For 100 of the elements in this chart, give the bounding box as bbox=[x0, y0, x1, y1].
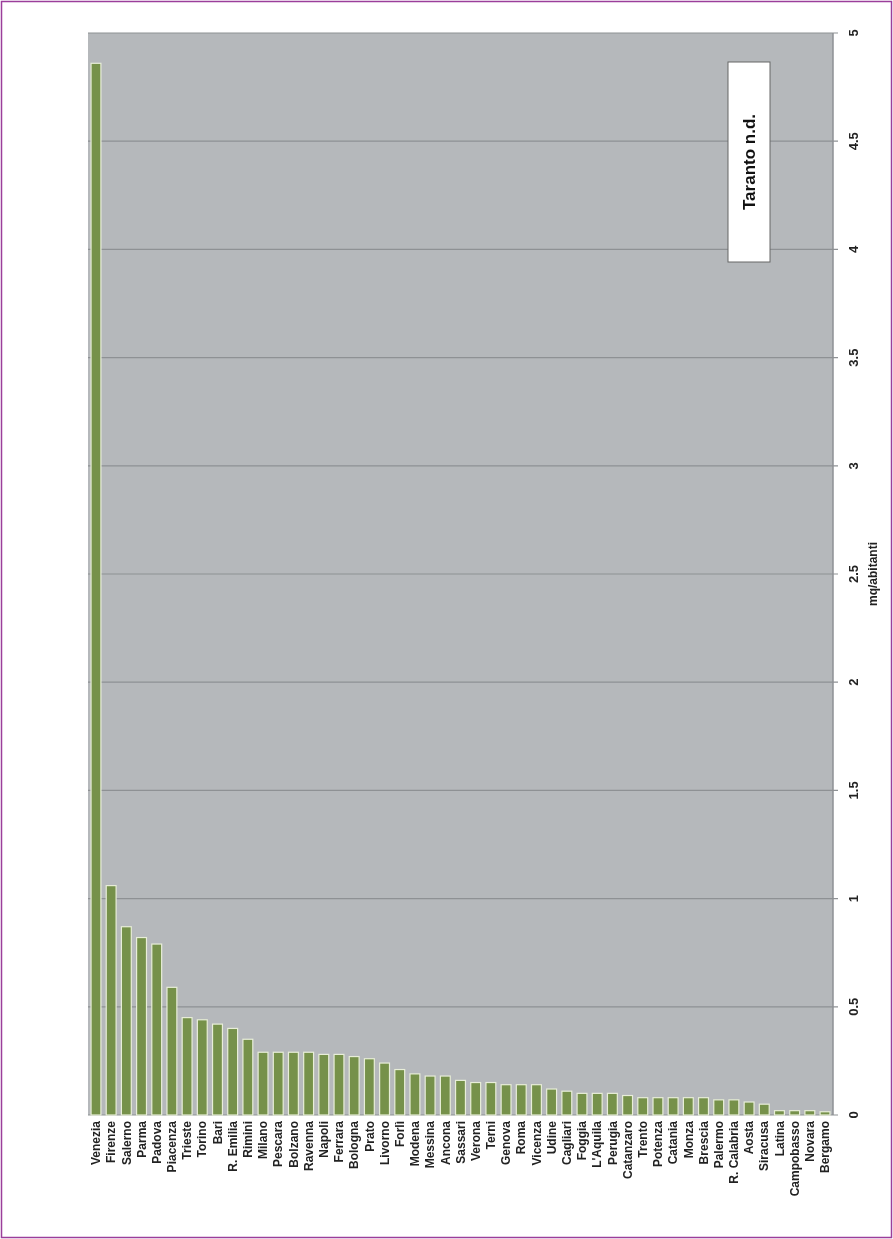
bar bbox=[804, 1110, 816, 1116]
y-tick-label: 0.5 bbox=[845, 997, 861, 1016]
x-tick-label: Bolzano bbox=[286, 1121, 301, 1168]
x-tick-label: Trento bbox=[635, 1121, 650, 1158]
x-tick-label: Napoli bbox=[317, 1121, 331, 1158]
bar bbox=[470, 1081, 482, 1116]
bar bbox=[546, 1088, 558, 1116]
x-tick-label: Vicenza bbox=[529, 1120, 544, 1166]
bar bbox=[743, 1101, 755, 1116]
bar bbox=[227, 1027, 239, 1116]
y-tick-label: 4.5 bbox=[845, 132, 861, 151]
x-tick-label: R. Calabria bbox=[727, 1120, 742, 1184]
bar bbox=[303, 1051, 315, 1116]
x-tick-label: Sassari bbox=[453, 1121, 468, 1164]
x-tick-label: Prato bbox=[362, 1121, 377, 1152]
x-tick-label: Venezia bbox=[89, 1120, 104, 1166]
x-tick-label: L'Aquila bbox=[590, 1120, 605, 1168]
x-tick-label: Modena bbox=[408, 1120, 423, 1167]
x-tick-label: Monza bbox=[681, 1120, 696, 1159]
bar bbox=[500, 1084, 512, 1116]
y-tick-label: 2 bbox=[845, 678, 861, 686]
x-tick-label: Udine bbox=[544, 1120, 559, 1155]
bar bbox=[728, 1099, 740, 1116]
bar bbox=[409, 1073, 421, 1116]
x-tick-label: Terni bbox=[484, 1121, 499, 1150]
bar bbox=[713, 1099, 725, 1116]
bar bbox=[424, 1075, 436, 1116]
x-tick-label: Parma bbox=[134, 1120, 149, 1158]
bar bbox=[379, 1062, 391, 1116]
bar bbox=[758, 1103, 770, 1116]
bar bbox=[667, 1097, 679, 1116]
x-tick-label: Bari bbox=[210, 1121, 225, 1145]
x-tick-label: Novara bbox=[803, 1120, 818, 1162]
x-tick-label: Padova bbox=[149, 1120, 164, 1164]
x-tick-label: Campobasso bbox=[787, 1121, 802, 1197]
bar bbox=[819, 1111, 831, 1116]
x-tick-label: Ancona bbox=[438, 1120, 453, 1166]
x-tick-label: Firenze bbox=[104, 1120, 119, 1164]
x-tick-label: Rimini bbox=[241, 1121, 256, 1158]
y-tick-label: 2.5 bbox=[845, 564, 861, 584]
bar bbox=[454, 1079, 467, 1116]
x-tick-label: Piacenza bbox=[165, 1120, 180, 1173]
x-tick-label: Palermo bbox=[711, 1121, 726, 1169]
bar bbox=[591, 1092, 603, 1116]
bar bbox=[439, 1075, 451, 1116]
bar bbox=[90, 62, 102, 1116]
y-tick-label: 1.5 bbox=[845, 781, 861, 800]
bar bbox=[606, 1092, 618, 1116]
bar bbox=[637, 1097, 649, 1116]
x-tick-label: Milano bbox=[256, 1121, 271, 1159]
bar bbox=[530, 1084, 542, 1116]
bar bbox=[515, 1084, 527, 1116]
x-tick-label: Siracusa bbox=[757, 1120, 772, 1172]
x-tick-label: Brescia bbox=[696, 1120, 711, 1165]
bar bbox=[333, 1053, 345, 1116]
x-tick-label: Torino bbox=[195, 1121, 210, 1158]
bar bbox=[318, 1053, 330, 1116]
bar bbox=[196, 1019, 208, 1116]
bar bbox=[181, 1017, 193, 1116]
x-tick-label: Pescara bbox=[271, 1120, 286, 1168]
x-tick-label: Bologna bbox=[347, 1120, 362, 1169]
bar bbox=[622, 1094, 634, 1116]
y-tick-label: 5 bbox=[845, 29, 861, 37]
bar bbox=[136, 936, 148, 1116]
x-tick-label: Latina bbox=[772, 1120, 787, 1157]
bar bbox=[789, 1110, 801, 1116]
x-tick-label: Cagliari bbox=[560, 1121, 575, 1166]
y-axis-title: mq/abitanti bbox=[866, 541, 881, 607]
x-tick-label: Foggia bbox=[575, 1120, 590, 1161]
bar bbox=[151, 943, 163, 1116]
bar bbox=[348, 1055, 360, 1116]
y-tick-label: 3 bbox=[845, 462, 861, 470]
x-tick-label: Catanzaro bbox=[620, 1121, 635, 1180]
annotation: Taranto n.d. bbox=[739, 113, 759, 211]
bar bbox=[287, 1051, 299, 1116]
bar bbox=[363, 1058, 375, 1116]
x-tick-label: R. Emilia bbox=[225, 1120, 240, 1172]
bar bbox=[576, 1092, 588, 1116]
x-tick-label: Messina bbox=[423, 1120, 438, 1169]
bar bbox=[105, 885, 117, 1116]
x-tick-label: Trieste bbox=[180, 1120, 195, 1160]
x-tick-label: Salerno bbox=[119, 1121, 134, 1166]
bar bbox=[485, 1081, 497, 1116]
x-tick-label: Ravenna bbox=[301, 1120, 316, 1172]
y-tick-label: 3.5 bbox=[845, 348, 861, 367]
x-tick-label: Aosta bbox=[742, 1120, 757, 1155]
x-tick-label: Forlì bbox=[392, 1121, 407, 1147]
y-tick-label: 4 bbox=[845, 245, 861, 254]
x-tick-label: Livorno bbox=[377, 1121, 392, 1165]
note-box: Taranto n.d. bbox=[727, 61, 771, 263]
x-tick-label: Perugia bbox=[605, 1120, 620, 1166]
x-tick-label: Ferrara bbox=[332, 1120, 347, 1163]
bar bbox=[120, 926, 132, 1116]
x-tick-label: Catania bbox=[666, 1120, 681, 1165]
bar bbox=[773, 1110, 785, 1116]
x-tick-label: Genova bbox=[499, 1120, 514, 1166]
bar bbox=[211, 1023, 224, 1116]
bar bbox=[166, 986, 178, 1116]
bar bbox=[394, 1068, 406, 1116]
bar bbox=[272, 1051, 284, 1116]
